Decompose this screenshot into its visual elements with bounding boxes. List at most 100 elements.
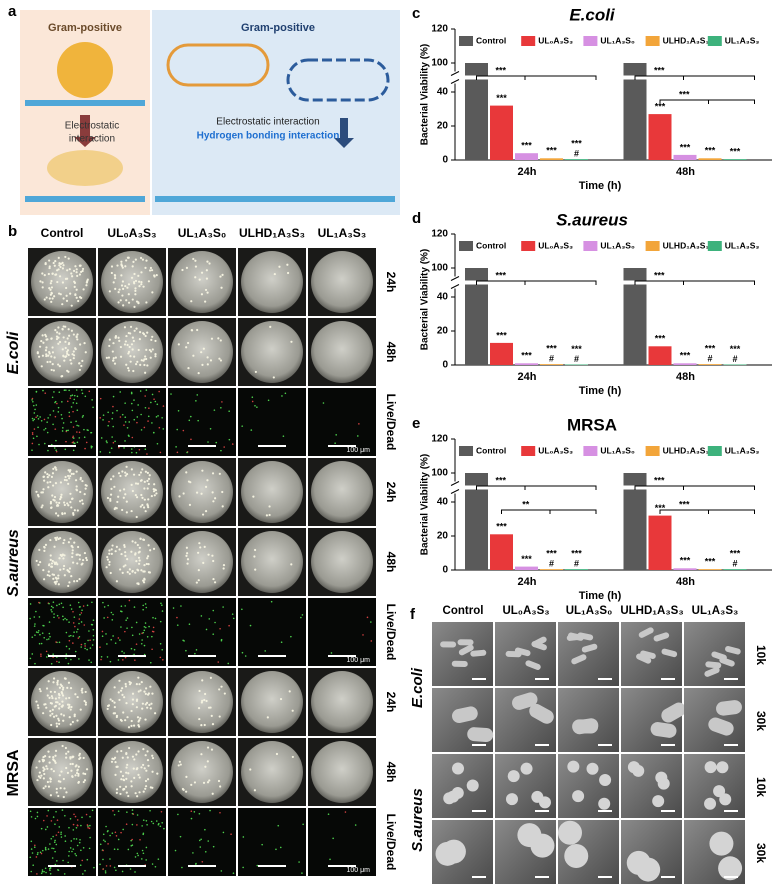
colony: [146, 471, 149, 474]
colony: [200, 724, 203, 727]
colony: [147, 280, 150, 283]
colony: [59, 786, 62, 790]
stain-dot: [31, 431, 34, 434]
colony: [134, 552, 137, 555]
colony: [58, 332, 61, 335]
stain-dot: [88, 847, 91, 850]
cell-rod: [440, 641, 457, 648]
colony: [138, 338, 141, 341]
stain-dot: [209, 809, 211, 812]
stain-dot: [88, 630, 90, 632]
stain-dot: [102, 601, 104, 604]
colony: [113, 706, 116, 709]
stain-dot: [130, 402, 133, 405]
scale-line: [328, 865, 356, 867]
stain-dot: [45, 871, 47, 874]
stain-dot: [301, 614, 304, 616]
stain-dot: [47, 417, 49, 419]
colony: [66, 771, 70, 774]
colony: [203, 545, 206, 548]
stain-dot: [366, 616, 369, 619]
colony: [221, 505, 224, 508]
stain-dot: [228, 410, 230, 413]
stain-dot: [254, 405, 256, 407]
colony: [37, 563, 40, 566]
colony: [50, 768, 53, 771]
stain-dot: [68, 621, 70, 623]
colony: [106, 707, 109, 711]
colony: [124, 682, 127, 686]
bar: [465, 473, 488, 570]
colony: [141, 707, 144, 710]
colony: [128, 746, 131, 750]
significance: ***: [496, 522, 507, 532]
colony: [69, 687, 73, 690]
stain-dot: [29, 810, 32, 813]
photo: [168, 808, 236, 876]
stain-dot: [55, 810, 57, 813]
axis-break: [450, 79, 460, 84]
colony: [131, 755, 135, 758]
stain-dot: [31, 449, 33, 451]
bracket-label: **: [522, 499, 530, 509]
bar: [623, 63, 647, 160]
stain-dot: [57, 869, 59, 871]
colony: [114, 773, 117, 776]
colony: [144, 779, 148, 783]
stain-dot: [200, 838, 202, 841]
photo: [98, 598, 166, 666]
stain-dot: [80, 621, 83, 623]
stain-dot: [153, 398, 155, 400]
colony: [70, 506, 73, 509]
colony: [206, 363, 209, 366]
colony: [132, 369, 135, 373]
panel-label: f: [410, 606, 416, 623]
colony: [124, 493, 127, 496]
colony: [77, 772, 80, 776]
stain-dot: [89, 836, 91, 839]
stain-dot: [143, 629, 146, 632]
colony: [62, 795, 65, 799]
colony: [49, 794, 53, 797]
colony: [137, 724, 140, 727]
colony: [55, 577, 58, 580]
colony: [107, 356, 111, 359]
cell-coccus: [627, 761, 640, 774]
colony: [38, 355, 41, 358]
plate: [171, 461, 233, 523]
stain-dot: [72, 402, 75, 404]
colony: [59, 683, 62, 686]
colony: [201, 699, 204, 702]
y-tick-label: 120: [431, 434, 448, 445]
colony: [57, 336, 60, 339]
colony: [83, 342, 86, 345]
stain-dot: [35, 610, 37, 613]
stain-dot: [102, 833, 105, 836]
stain-dot: [43, 624, 45, 627]
colony: [47, 354, 50, 357]
colony: [76, 695, 79, 699]
colony: [109, 493, 113, 496]
stain-dot: [136, 852, 139, 855]
stain-dot: [76, 824, 79, 826]
colony: [186, 558, 190, 561]
caption: Electrostatic: [65, 121, 119, 132]
stain-dot: [56, 604, 58, 607]
stain-dot: [193, 811, 196, 813]
colony: [70, 705, 73, 709]
bracket: [476, 485, 597, 490]
stain-dot: [106, 441, 108, 444]
significance: ***: [546, 344, 557, 354]
stain-dot: [176, 451, 179, 454]
colony: [62, 354, 65, 357]
colony: [81, 499, 84, 502]
stain-dot: [30, 816, 33, 818]
colony: [185, 554, 188, 558]
stain-dot: [145, 859, 147, 861]
stain-dot: [30, 840, 33, 843]
panel-label: b: [8, 223, 17, 240]
stain-dot: [84, 645, 86, 647]
colony: [58, 694, 61, 697]
colony: [275, 752, 279, 756]
legend-label: ULHD₁A₃S₃: [663, 445, 710, 455]
